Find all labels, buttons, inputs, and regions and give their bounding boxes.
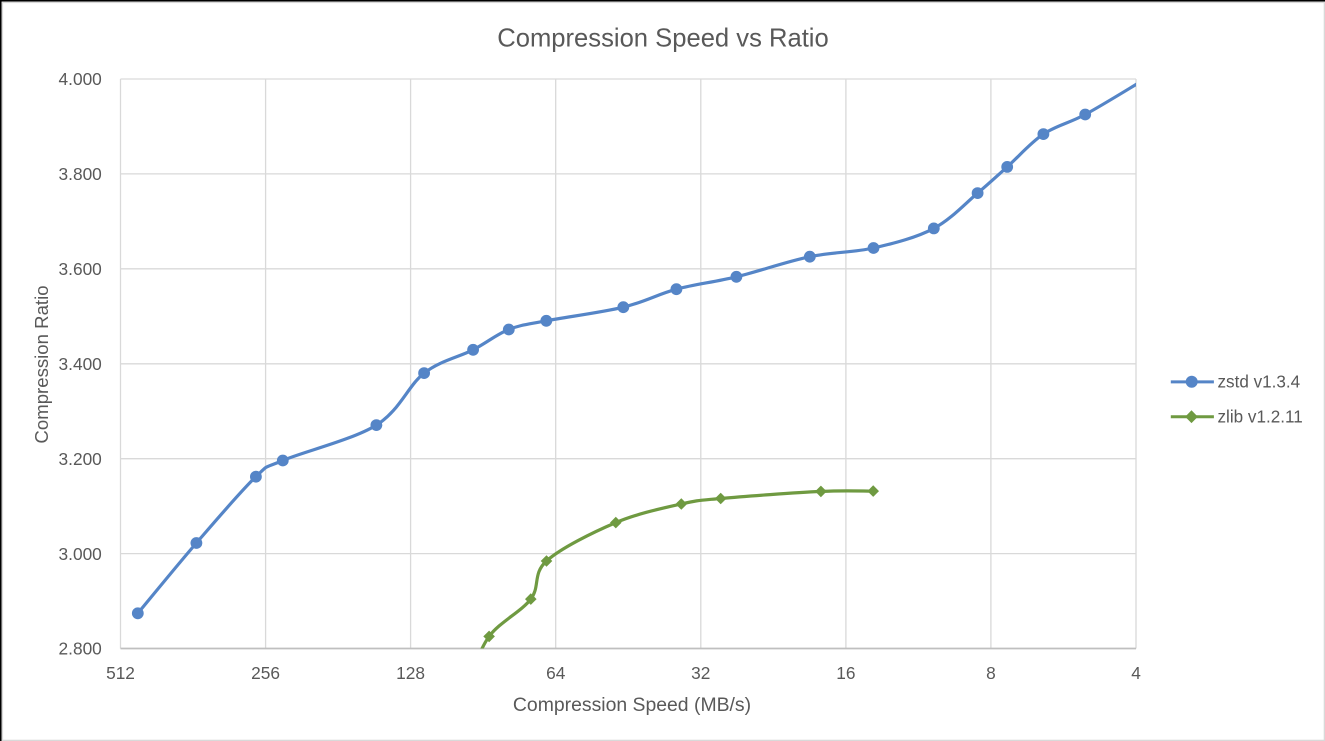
svg-text:16: 16 <box>836 663 855 683</box>
svg-text:512: 512 <box>106 663 135 683</box>
svg-text:32: 32 <box>691 663 710 683</box>
svg-text:256: 256 <box>251 663 280 683</box>
svg-text:Compression Speed vs Ratio: Compression Speed vs Ratio <box>497 25 828 53</box>
svg-text:3.200: 3.200 <box>59 449 102 469</box>
svg-text:8: 8 <box>986 663 996 683</box>
svg-text:64: 64 <box>546 663 566 683</box>
svg-text:4.000: 4.000 <box>59 69 102 89</box>
svg-text:3.800: 3.800 <box>59 164 102 184</box>
svg-text:128: 128 <box>396 663 425 683</box>
svg-text:3.000: 3.000 <box>59 544 102 564</box>
svg-text:2.800: 2.800 <box>59 639 102 659</box>
svg-text:zlib v1.2.11: zlib v1.2.11 <box>1218 407 1303 426</box>
svg-text:zstd v1.3.4: zstd v1.3.4 <box>1218 373 1301 392</box>
svg-text:Compression Ratio: Compression Ratio <box>31 285 52 443</box>
svg-text:4: 4 <box>1131 663 1141 683</box>
svg-text:Compression Speed (MB/s): Compression Speed (MB/s) <box>513 694 751 716</box>
svg-text:3.600: 3.600 <box>59 259 102 279</box>
svg-text:3.400: 3.400 <box>59 354 102 374</box>
